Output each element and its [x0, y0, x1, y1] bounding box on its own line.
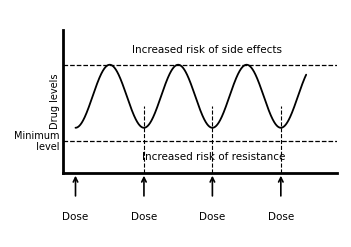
- Text: Dose: Dose: [199, 212, 225, 222]
- Text: Dose: Dose: [268, 212, 294, 222]
- Text: Minimum
  level: Minimum level: [14, 131, 60, 152]
- Text: Dose: Dose: [131, 212, 157, 222]
- Y-axis label: Drug levels: Drug levels: [51, 74, 60, 129]
- Text: Increased risk of side effects: Increased risk of side effects: [132, 45, 282, 55]
- Text: Dose: Dose: [62, 212, 88, 222]
- Text: Increased risk of resistance: Increased risk of resistance: [142, 152, 285, 162]
